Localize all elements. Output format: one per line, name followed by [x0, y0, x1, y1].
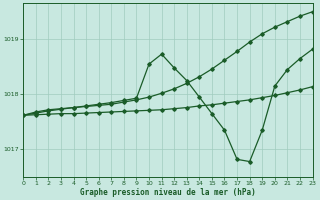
X-axis label: Graphe pression niveau de la mer (hPa): Graphe pression niveau de la mer (hPa) [80, 188, 256, 197]
